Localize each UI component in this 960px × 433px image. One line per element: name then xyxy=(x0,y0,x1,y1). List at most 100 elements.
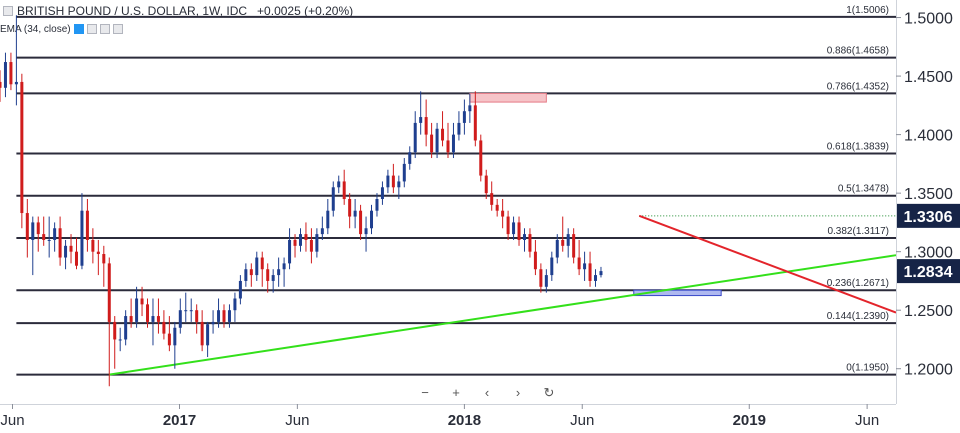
candle-body xyxy=(594,275,598,281)
candle-body xyxy=(528,234,532,252)
candle-body xyxy=(588,263,592,281)
candle-body xyxy=(583,263,587,270)
eye-icon[interactable] xyxy=(73,24,84,34)
zoom-out-button[interactable]: − xyxy=(421,385,429,400)
fib-level-label: 1(1.5006) xyxy=(846,5,889,16)
price-badge-label: 1.3306 xyxy=(904,209,953,226)
candle-body xyxy=(572,234,576,258)
candle-body xyxy=(561,239,565,246)
symbol-title[interactable]: BRITISH POUND / U.S. DOLLAR, 1W, IDC xyxy=(17,4,248,18)
fib-levels: 1(1.5006) 0.886(1.4658) 0.786(1.4352) 0.618… xyxy=(16,5,896,376)
candle-body xyxy=(74,251,78,266)
time-tick-label: 2019 xyxy=(733,412,766,429)
candle-body xyxy=(80,210,84,266)
chart-navigation: − + ‹ › ↻ xyxy=(414,385,560,401)
candles xyxy=(0,15,603,387)
fib-level-label: 0.144(1.2390) xyxy=(827,311,889,322)
resistance-zone xyxy=(469,92,547,103)
price-tick-label: 1.3000 xyxy=(904,245,953,262)
candle-body xyxy=(380,187,384,199)
candle-body xyxy=(413,122,417,153)
candle-body xyxy=(566,234,570,246)
candle-body xyxy=(58,228,62,258)
candle-body xyxy=(490,193,494,205)
candle-body xyxy=(238,280,242,299)
candle-body xyxy=(102,254,106,264)
candle-body xyxy=(184,310,188,312)
price-badge xyxy=(897,203,960,228)
candle-body xyxy=(244,269,248,281)
candle-body xyxy=(468,105,472,112)
candle-body xyxy=(577,257,581,270)
candle-body xyxy=(331,187,335,211)
candle-body xyxy=(129,316,133,322)
candle-body xyxy=(146,304,150,322)
settings-icon[interactable] xyxy=(86,24,97,34)
time-tick-label: Jun xyxy=(570,412,594,429)
candle-body xyxy=(20,81,24,214)
candle-body xyxy=(473,105,477,141)
candle-body xyxy=(277,269,281,276)
price-tick-label: 1.3500 xyxy=(904,186,953,203)
more-icon[interactable] xyxy=(99,24,110,34)
scroll-right-button[interactable]: › xyxy=(515,385,521,400)
candle-body xyxy=(227,310,231,322)
candle-body xyxy=(36,222,40,235)
scroll-left-button[interactable]: ‹ xyxy=(484,385,490,400)
candle-body xyxy=(211,321,215,325)
price-change: +0.0025 (+0.20%) xyxy=(257,4,354,18)
candle-body xyxy=(140,298,144,305)
price-tick-label: 1.5000 xyxy=(904,11,953,28)
candle-body xyxy=(298,234,302,246)
candle-body xyxy=(151,316,155,322)
candle-body xyxy=(337,181,341,188)
chart-legend-header: BRITISH POUND / U.S. DOLLAR, 1W, IDC +0.… xyxy=(0,3,353,19)
price-tick-label: 1.4500 xyxy=(904,69,953,86)
candle-body xyxy=(69,245,73,252)
candle-body xyxy=(512,222,516,235)
candle-body xyxy=(91,239,95,252)
candle-body xyxy=(555,239,559,258)
candle-body xyxy=(162,321,166,334)
candle-body xyxy=(107,263,111,322)
candle-body xyxy=(544,275,548,287)
candle-body xyxy=(282,263,286,270)
candle-body xyxy=(424,117,428,135)
price-badge xyxy=(897,259,960,284)
time-tick-label: Jun xyxy=(285,412,309,429)
candle-body xyxy=(348,199,352,217)
candle-body xyxy=(124,316,128,340)
candle-body xyxy=(173,327,177,346)
candle-body xyxy=(118,339,122,341)
candle-body xyxy=(53,228,57,240)
candle-body xyxy=(441,128,445,141)
candle-body xyxy=(14,81,18,85)
candle-body xyxy=(550,257,554,276)
candle-body xyxy=(217,310,221,322)
close-icon[interactable] xyxy=(112,24,123,34)
candle-body xyxy=(47,239,51,241)
indicator-label[interactable]: EMA (34, close) xyxy=(0,23,71,35)
candle-body xyxy=(397,181,401,188)
candle-body xyxy=(430,134,434,153)
collapse-toggle-icon[interactable] xyxy=(3,6,13,16)
candle-body xyxy=(484,175,488,194)
candle-body xyxy=(206,324,210,346)
time-tick-label: 2017 xyxy=(163,412,196,429)
reset-chart-button[interactable]: ↻ xyxy=(543,385,555,400)
price-tick-label: 1.2000 xyxy=(904,362,953,379)
candle-body xyxy=(375,199,379,211)
candle-body xyxy=(31,222,35,240)
candle-body xyxy=(304,234,308,240)
candle-body xyxy=(271,275,275,281)
candle-body xyxy=(309,239,313,252)
candle-body xyxy=(255,257,259,276)
zoom-in-button[interactable]: + xyxy=(452,385,460,400)
candle-body xyxy=(326,210,330,229)
candle-body xyxy=(200,321,204,346)
fib-level-label: 0.886(1.4658) xyxy=(827,46,889,57)
time-tick-label: Jun xyxy=(0,412,24,429)
candle-body xyxy=(25,213,29,240)
candle-body xyxy=(506,216,510,235)
